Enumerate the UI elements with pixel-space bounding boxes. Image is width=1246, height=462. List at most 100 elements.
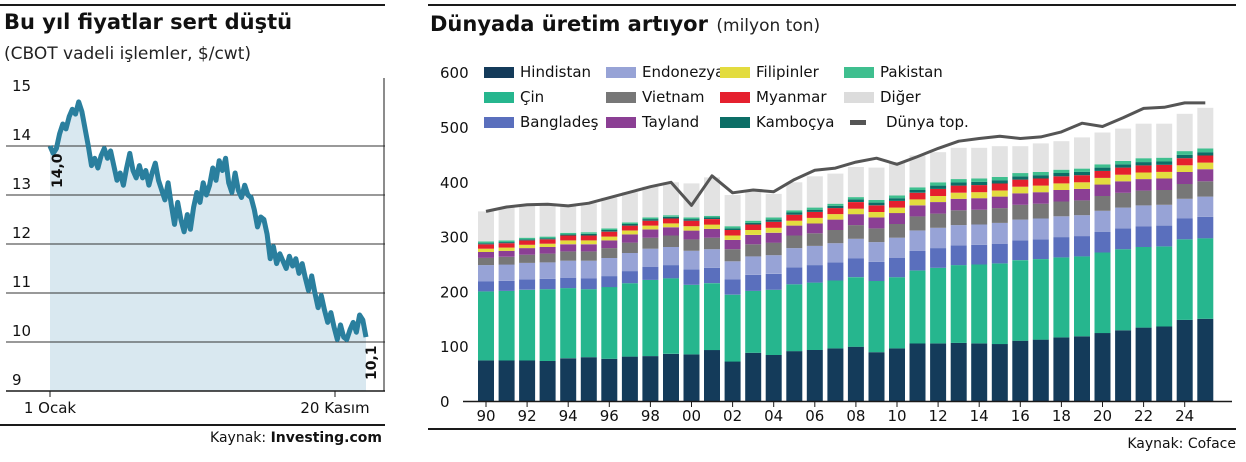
bar-segment: [704, 215, 720, 218]
bar-segment: [663, 247, 679, 266]
bar-segment: [786, 351, 803, 401]
bar-segment: [1032, 171, 1049, 176]
bar-segment: [642, 225, 659, 230]
price-area-fill: [50, 101, 366, 392]
bar-segment: [1032, 192, 1049, 204]
legend-label: Vietnam: [642, 88, 705, 106]
bar-segment: [560, 205, 577, 233]
bar-segment: [1032, 259, 1049, 340]
ytick-label-400: 400: [440, 174, 469, 192]
bar-segment: [519, 240, 536, 245]
legend-label: Tayland: [642, 113, 700, 131]
bar-segment: [745, 290, 762, 353]
bar-segment: [1012, 173, 1029, 177]
legend-label: Dünya top.: [886, 113, 969, 131]
bar-segment: [930, 267, 947, 344]
bar-segment: [539, 203, 556, 237]
legend-swatch: [720, 116, 750, 128]
bar-segment: [519, 289, 536, 361]
bar-segment: [1053, 237, 1070, 258]
bar-segment: [889, 201, 905, 208]
bar-segment: [868, 352, 885, 401]
ytick-label-100: 100: [440, 338, 469, 356]
legend-item-world-total: Dünya top.: [844, 112, 969, 132]
bar-segment: [642, 219, 659, 221]
bar-segment: [1156, 171, 1173, 179]
bar-segment: [478, 244, 494, 249]
bar-segment: [663, 353, 679, 401]
bar-segment: [827, 348, 844, 401]
bar-segment: [806, 211, 823, 218]
bar-segment: [560, 288, 577, 359]
bar-segment: [724, 361, 741, 401]
bar-segment: [1135, 205, 1152, 227]
legend-swatch: [484, 66, 514, 78]
bar-segment: [580, 260, 597, 279]
bar-segment: [847, 225, 864, 239]
bar-segment: [519, 239, 536, 241]
bar-segment: [498, 207, 515, 241]
bar-segment: [950, 245, 967, 266]
legend-item-Vietnam: Vietnam: [606, 87, 705, 107]
bar-segment: [1135, 327, 1152, 401]
bar-segment: [724, 226, 741, 229]
bar-segment: [1156, 123, 1173, 158]
xtick-label-10: 10: [887, 407, 906, 425]
bar-segment: [806, 233, 823, 246]
bar-segment: [1176, 158, 1193, 166]
bar-segment: [786, 267, 803, 285]
bar-segment: [1197, 318, 1214, 401]
bar-segment: [806, 245, 823, 266]
legend-item-Pakistan: Pakistan: [844, 62, 943, 82]
legend-swatch: [720, 91, 750, 103]
xtick-label-24: 24: [1175, 407, 1194, 425]
legend-label: Kamboçya: [756, 113, 835, 131]
bar-segment: [786, 182, 803, 211]
bar-segment: [539, 262, 556, 279]
bar-segment: [971, 198, 988, 210]
bar-segment: [1012, 219, 1029, 241]
bar-segment: [1074, 236, 1090, 257]
bar-segment: [1032, 239, 1049, 259]
bar-segment: [1115, 249, 1132, 331]
bar-segment: [745, 235, 762, 245]
bar-segment: [539, 236, 556, 239]
bar-segment: [1115, 181, 1132, 193]
bar-segment: [704, 177, 720, 216]
bar-segment: [1053, 216, 1070, 238]
ytick-label-14: 14: [12, 126, 31, 144]
price-line-chart: 9 10 11 12 13 14 15 1 Ocak 20 Kasım 14,0 10,1: [6, 77, 385, 417]
legend-item-Hindistan: Hindistan: [484, 62, 591, 82]
bar-segment: [539, 253, 556, 263]
bar-segment: [704, 249, 720, 268]
bar-segment: [745, 230, 762, 235]
bar-segment: [683, 183, 700, 218]
legend-item-Diğer: Diğer: [844, 87, 921, 107]
ytick-label-500: 500: [440, 119, 469, 137]
bar-segment: [909, 250, 926, 271]
bar-segment: [1197, 155, 1214, 163]
bar-segment: [786, 235, 803, 249]
bar-segment: [868, 217, 885, 229]
bar-segment: [847, 238, 864, 259]
bar-segment: [642, 356, 659, 401]
bar-segment: [909, 343, 926, 401]
bar-segment: [1074, 256, 1090, 337]
world-total-line: [485, 101, 1206, 213]
bar-segment: [1094, 333, 1111, 401]
legend-swatch: [606, 66, 636, 78]
bar-segment: [827, 203, 844, 206]
bar-segment: [601, 230, 618, 232]
bar-segment: [786, 220, 803, 226]
bar-segment: [930, 227, 947, 249]
legend-label: Hindistan: [520, 63, 592, 81]
xtick-label-98: 98: [641, 407, 660, 425]
bar-segment: [498, 242, 515, 244]
bar-segment: [1135, 123, 1152, 159]
bar-segment: [971, 209, 988, 225]
bar-segment: [580, 357, 597, 401]
bar-segment: [1197, 216, 1214, 239]
ytick-label-12: 12: [12, 224, 31, 242]
bar-segment: [1094, 184, 1111, 196]
xtick-label-1: 20 Kasım: [300, 399, 369, 417]
